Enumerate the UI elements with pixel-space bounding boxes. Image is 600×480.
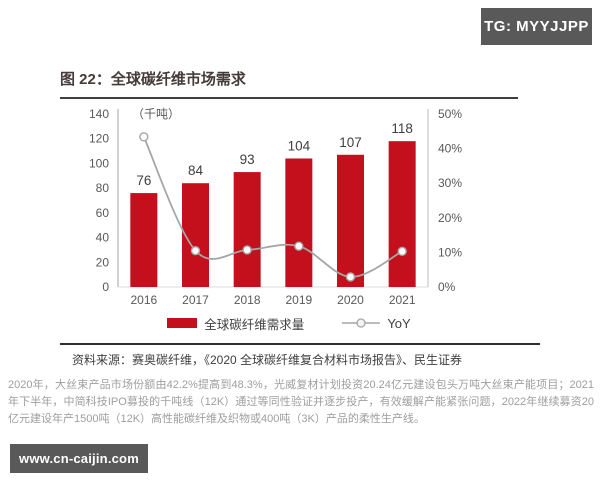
source-block: 资料来源：赛奥碳纤维，《2020 全球碳纤维复合材料市场报告》、民生证券 (60, 343, 540, 368)
svg-text:20: 20 (96, 255, 110, 269)
svg-text:80: 80 (96, 181, 110, 195)
svg-text:118: 118 (391, 121, 413, 136)
svg-text:2017: 2017 (182, 293, 209, 307)
legend-item-yoy: YoY (342, 315, 411, 331)
demand-chart-canvas: 0 20 40 60 80 100 120 140 0% 10% 20% 30% 40% 50% （千吨） 7… (89, 107, 462, 307)
legend-yoy-label: YoY (387, 315, 411, 331)
svg-text:30%: 30% (438, 176, 462, 190)
legend-item-demand: 全球碳纤维需求量 (167, 314, 304, 333)
svg-text:20%: 20% (438, 211, 462, 225)
svg-text:（千吨）: （千吨） (132, 107, 180, 121)
svg-text:40%: 40% (438, 142, 462, 156)
yoy-line-icon (342, 318, 381, 328)
svg-text:84: 84 (188, 163, 204, 178)
svg-text:60: 60 (96, 206, 110, 220)
svg-text:120: 120 (89, 132, 109, 146)
svg-text:107: 107 (339, 135, 362, 150)
svg-text:104: 104 (288, 138, 311, 153)
figure-title: 图 22：全球碳纤维市场需求 (60, 68, 518, 99)
svg-text:2018: 2018 (234, 293, 261, 307)
bar-series-swatch (167, 318, 198, 328)
svg-text:50%: 50% (438, 107, 462, 121)
svg-text:100: 100 (89, 156, 109, 170)
svg-text:140: 140 (89, 107, 109, 121)
svg-text:10%: 10% (438, 245, 462, 259)
article-note: 2020年，大丝束产品市场份额由42.2%提高到48.3%，光威复材计划投资20… (8, 379, 594, 425)
source-text: 资料来源：赛奥碳纤维，《2020 全球碳纤维复合材料市场报告》、民生证券 (72, 353, 463, 367)
chart-legend: 全球碳纤维需求量 YoY (60, 314, 518, 332)
svg-text:76: 76 (136, 173, 151, 188)
svg-text:2016: 2016 (130, 293, 157, 307)
svg-text:0: 0 (102, 280, 109, 294)
svg-text:0%: 0% (438, 280, 456, 294)
svg-text:40: 40 (96, 231, 110, 245)
site-badge: www.cn-caijin.com (10, 444, 148, 473)
svg-text:93: 93 (240, 152, 255, 167)
legend-demand-label: 全球碳纤维需求量 (204, 317, 305, 332)
svg-text:2020: 2020 (337, 293, 364, 307)
svg-text:2021: 2021 (389, 293, 416, 307)
demand-chart: 0 20 40 60 80 100 120 140 0% 10% 20% 30% 40% 50% （千吨） 7… (58, 98, 522, 308)
svg-text:2019: 2019 (285, 293, 312, 307)
tg-contact-badge: TG: MYYJJPP (481, 8, 592, 45)
